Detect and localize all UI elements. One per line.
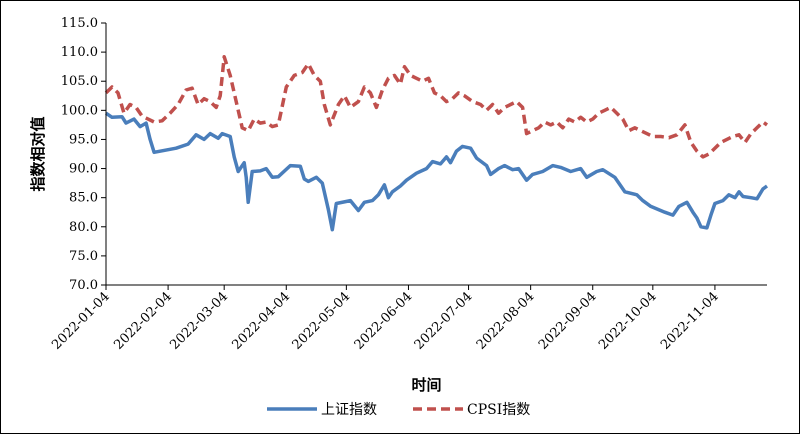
x-tick-label: 2022-02-04 [111, 289, 175, 353]
y-tick-label: 100.0 [61, 103, 98, 118]
x-tick-label: 2022-06-04 [352, 289, 416, 353]
x-tick-label: 2022-01-04 [49, 289, 113, 353]
series-line-cpsi-index [104, 55, 769, 159]
y-tick-label: 70.0 [69, 278, 98, 293]
y-tick-label: 110.0 [61, 45, 98, 60]
legend-label-cpsi-index: CPSI指数 [467, 402, 530, 418]
legend-label-shanghai-index: 上证指数 [321, 402, 377, 418]
y-tick-label: 95.0 [69, 132, 98, 147]
legend: 上证指数 CPSI指数 [267, 402, 530, 418]
y-tick-label: 90.0 [69, 162, 98, 177]
x-tick-label: 2022-09-04 [536, 289, 600, 353]
x-tick-label: 2022-08-04 [474, 289, 538, 353]
x-axis-title: 时间 [411, 376, 441, 394]
x-tick-label: 2022-10-04 [596, 289, 660, 353]
series-line-shanghai-index [105, 111, 769, 232]
x-tick-label: 2022-04-04 [229, 289, 293, 353]
y-tick-label: 85.0 [69, 191, 98, 206]
x-tick-label: 2022-11-04 [658, 289, 722, 353]
y-tick-label: 115.0 [61, 16, 98, 31]
x-tick-label: 2022-03-04 [167, 289, 231, 353]
x-tick-label: 2022-05-04 [290, 289, 354, 353]
y-axis-title: 指数相对值 [29, 116, 47, 191]
y-tick-label: 105.0 [61, 74, 98, 89]
y-tick-label: 80.0 [69, 220, 98, 235]
x-tick-label: 2022-07-04 [412, 289, 476, 353]
y-tick-label: 75.0 [69, 249, 98, 264]
